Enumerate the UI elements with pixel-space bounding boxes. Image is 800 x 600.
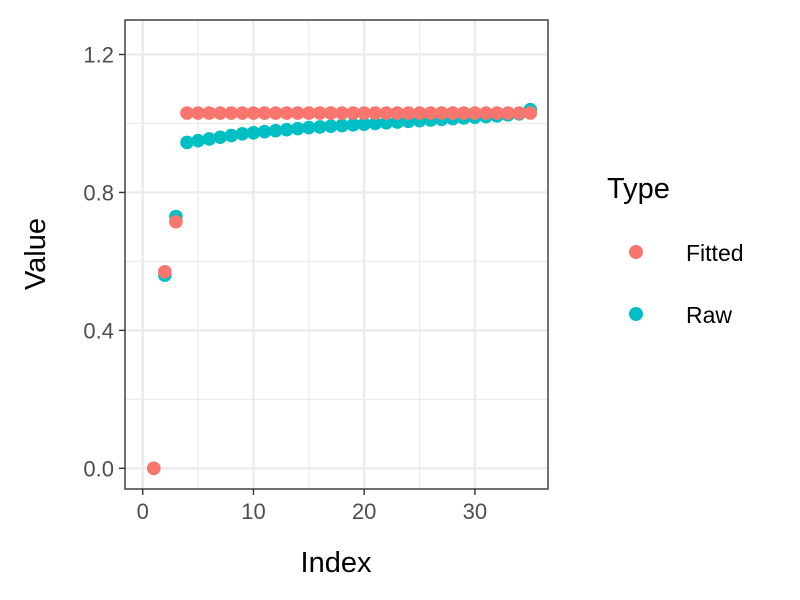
data-point-fitted [246, 106, 261, 120]
legend-title: Type [607, 173, 670, 205]
data-point-raw [257, 124, 272, 139]
x-tick-label: 10 [241, 499, 265, 524]
data-point-raw [191, 133, 205, 148]
x-tick-label: 30 [463, 499, 487, 524]
data-point-fitted [434, 106, 449, 120]
data-point-fitted [468, 106, 482, 120]
legend: Type Fitted Raw [607, 173, 744, 328]
data-point-fitted [335, 106, 349, 120]
plot-panel [125, 20, 548, 489]
data-point-fitted [324, 106, 338, 120]
data-point-fitted [512, 106, 527, 120]
data-point-fitted [379, 106, 394, 120]
data-point-fitted [224, 106, 239, 120]
data-point-fitted [279, 106, 294, 120]
data-point-raw [313, 120, 327, 134]
data-point-fitted [523, 106, 538, 120]
data-point-raw [302, 120, 316, 135]
data-point-fitted [235, 106, 250, 120]
y-axis-title: Value [20, 218, 52, 290]
data-point-raw [335, 118, 349, 133]
y-axis-ticks: 0.0 0.4 0.8 1.2 [83, 42, 125, 481]
data-point-fitted [180, 106, 194, 120]
data-point-raw [279, 122, 294, 137]
legend-label-raw: Raw [686, 302, 732, 328]
data-point-fitted [457, 106, 471, 120]
data-point-fitted [158, 264, 172, 279]
data-point-fitted [202, 106, 216, 120]
data-point-raw [202, 132, 216, 146]
legend-label-fitted: Fitted [686, 240, 744, 266]
x-axis-ticks: 0 10 20 30 [137, 489, 487, 524]
data-point-raw [368, 116, 383, 131]
data-point-fitted [368, 106, 383, 120]
data-point-raw [379, 115, 394, 130]
y-tick-label: 0.8 [83, 180, 114, 205]
data-point-fitted [268, 106, 283, 120]
data-point-fitted [191, 106, 205, 120]
data-point-fitted [501, 106, 515, 120]
data-point-raw [346, 118, 360, 132]
y-tick-label: 1.2 [83, 42, 114, 67]
data-point-fitted [146, 461, 161, 476]
data-point-raw [235, 127, 250, 141]
data-point-raw [213, 130, 228, 145]
data-point-fitted [357, 106, 371, 120]
data-point-fitted [390, 106, 405, 120]
data-point-fitted [423, 106, 438, 120]
x-tick-label: 0 [137, 499, 149, 524]
data-point-raw [180, 135, 194, 150]
panel-border [124, 19, 549, 490]
data-point-fitted [412, 106, 427, 120]
y-tick-label: 0.0 [83, 456, 114, 481]
data-point-raw [290, 121, 305, 136]
data-point-raw [246, 125, 261, 140]
data-point-fitted [479, 106, 493, 120]
data-point-fitted [346, 106, 360, 120]
data-point-raw [357, 117, 371, 131]
data-point-fitted [290, 106, 305, 120]
data-point-fitted [302, 106, 316, 120]
panel-frame [124, 19, 549, 490]
data-point-fitted [445, 106, 460, 120]
data-point-fitted [490, 106, 504, 120]
data-point-raw [324, 119, 338, 134]
data-point-fitted [257, 106, 272, 120]
panel-background [125, 20, 548, 489]
data-point-fitted [169, 214, 183, 229]
x-axis-title: Index [301, 547, 372, 579]
data-point-raw [268, 123, 283, 138]
legend-key-fitted [629, 245, 643, 259]
data-points [146, 102, 538, 476]
data-point-raw [224, 128, 239, 143]
data-point-fitted [401, 106, 416, 120]
legend-key-raw [629, 307, 643, 321]
x-tick-label: 20 [352, 499, 376, 524]
data-point-fitted [313, 106, 327, 120]
y-tick-label: 0.4 [83, 318, 114, 343]
data-point-fitted [213, 106, 228, 120]
